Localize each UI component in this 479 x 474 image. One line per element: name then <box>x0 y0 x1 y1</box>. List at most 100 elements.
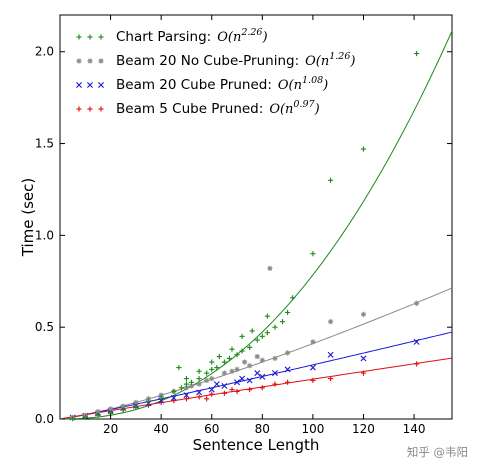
data-point-series-3-13 <box>221 382 228 389</box>
legend-marker <box>98 82 104 88</box>
legend-label: Beam 20 Cube Pruned: <box>116 77 272 93</box>
data-point-series-1-30 <box>360 146 367 152</box>
x-tick-label: 120 <box>352 422 375 436</box>
data-point-series-1-31 <box>413 50 420 57</box>
data-point-series-1-14 <box>204 370 210 376</box>
legend-label: Beam 5 Cube Pruned: <box>116 101 263 117</box>
data-point-series-2-19 <box>310 339 316 345</box>
data-point-series-1-17 <box>221 359 227 365</box>
data-point-series-1-39 <box>249 328 255 334</box>
data-point-series-4-12 <box>209 391 215 397</box>
legend-complexity: O(n1.26) <box>305 51 355 69</box>
data-point-series-1-27 <box>285 309 291 316</box>
watermark: 知乎 @韦阳 <box>407 445 468 459</box>
data-point-series-4-21 <box>360 370 367 376</box>
data-point-series-3-23 <box>213 381 220 388</box>
y-tick-label: 1.0 <box>35 228 54 242</box>
data-point-series-3-9 <box>170 394 177 401</box>
data-point-series-1-12 <box>188 379 195 385</box>
data-point-series-1-20 <box>239 348 245 354</box>
legend-entry-2: Beam 20 No Cube-Pruning: O(n1.26) <box>76 51 355 69</box>
legend-marker <box>98 58 104 64</box>
data-point-series-3-14 <box>234 379 241 386</box>
x-tick-label: 60 <box>204 422 219 436</box>
data-point-series-1-3 <box>95 412 101 418</box>
data-point-series-2-16 <box>259 357 265 363</box>
data-point-series-3-10 <box>183 392 190 399</box>
data-point-series-2-17 <box>272 355 278 361</box>
legend-label: Beam 20 No Cube-Pruning: <box>116 53 299 69</box>
data-point-series-4-14 <box>234 388 240 395</box>
data-point-series-1-5 <box>120 407 126 413</box>
legend-marker <box>87 34 93 40</box>
legend-marker <box>87 106 93 112</box>
data-point-series-1-8 <box>158 394 164 400</box>
data-point-series-4-15 <box>247 387 253 393</box>
x-tick-label: 80 <box>255 422 270 436</box>
data-point-series-3-24 <box>239 375 246 382</box>
fit-line-series-1 <box>62 30 453 420</box>
data-point-series-1-13 <box>196 376 202 382</box>
data-point-series-4-13 <box>221 390 227 396</box>
data-point-series-2-28 <box>254 353 260 360</box>
data-point-series-2-15 <box>247 363 253 369</box>
data-point-series-4-22 <box>413 361 420 367</box>
data-point-series-1-34 <box>196 368 202 374</box>
data-point-series-1-36 <box>216 353 222 360</box>
data-point-series-1-26 <box>279 319 286 325</box>
data-point-series-3-17 <box>271 370 278 377</box>
data-point-series-1-9 <box>171 388 177 395</box>
data-point-series-1-25 <box>272 324 278 330</box>
data-point-series-1-11 <box>183 381 190 387</box>
data-point-series-1-16 <box>214 364 220 371</box>
data-point-series-1-29 <box>328 177 334 183</box>
data-point-series-4-11 <box>196 394 202 400</box>
data-point-series-3-15 <box>246 377 253 384</box>
data-point-series-2-27 <box>242 359 248 365</box>
fit-lines <box>62 30 453 420</box>
data-point-series-4-19 <box>310 377 316 384</box>
data-point-series-1-40 <box>264 313 270 319</box>
data-point-series-3-22 <box>413 338 420 345</box>
plot-frame <box>59 14 453 420</box>
data-point-series-2-25 <box>204 377 210 384</box>
data-point-series-2-21 <box>360 311 367 317</box>
y-tick-label: 0.5 <box>35 320 54 334</box>
data-point-series-1-19 <box>234 352 240 358</box>
data-point-series-1-6 <box>133 403 139 409</box>
data-point-series-3-20 <box>327 351 334 358</box>
data-point-series-1-23 <box>259 333 265 339</box>
data-point-series-2-18 <box>285 350 291 356</box>
data-point-series-4-16 <box>259 385 265 391</box>
data-point-series-1-24 <box>264 330 270 336</box>
data-point-series-1-18 <box>226 355 233 361</box>
data-point-series-4-23 <box>204 396 210 402</box>
data-point-series-4-9 <box>171 398 177 404</box>
data-point-series-2-4 <box>107 406 114 412</box>
data-point-series-1-1 <box>70 416 76 422</box>
data-point-series-2-13 <box>221 370 227 376</box>
data-point-series-1-10 <box>178 385 184 391</box>
x-tick-label: 40 <box>154 422 169 436</box>
legend-complexity: O(n2.26) <box>217 27 267 45</box>
fit-line-series-2 <box>62 287 453 420</box>
data-point-series-2-12 <box>209 376 215 382</box>
data-point-series-1-2 <box>82 414 88 420</box>
legend-marker <box>76 82 82 88</box>
legend-entry-4: Beam 5 Cube Pruned: O(n0.97) <box>76 99 320 117</box>
data-point-series-1-32 <box>176 364 182 371</box>
data-point-series-4-10 <box>183 396 190 402</box>
data-point-series-1-38 <box>239 333 245 339</box>
legend-marker <box>98 106 104 112</box>
x-tick-label: 100 <box>301 422 324 436</box>
data-point-series-3-8 <box>158 397 165 404</box>
data-point-series-1-28 <box>310 251 316 257</box>
legend-marker <box>87 58 93 64</box>
data-points <box>69 50 420 422</box>
fit-line-series-4 <box>62 357 453 420</box>
data-point-series-1-21 <box>247 344 253 350</box>
y-tick-label: 2.0 <box>35 45 54 59</box>
legend-marker <box>76 58 82 64</box>
data-point-series-2-22 <box>413 300 420 306</box>
